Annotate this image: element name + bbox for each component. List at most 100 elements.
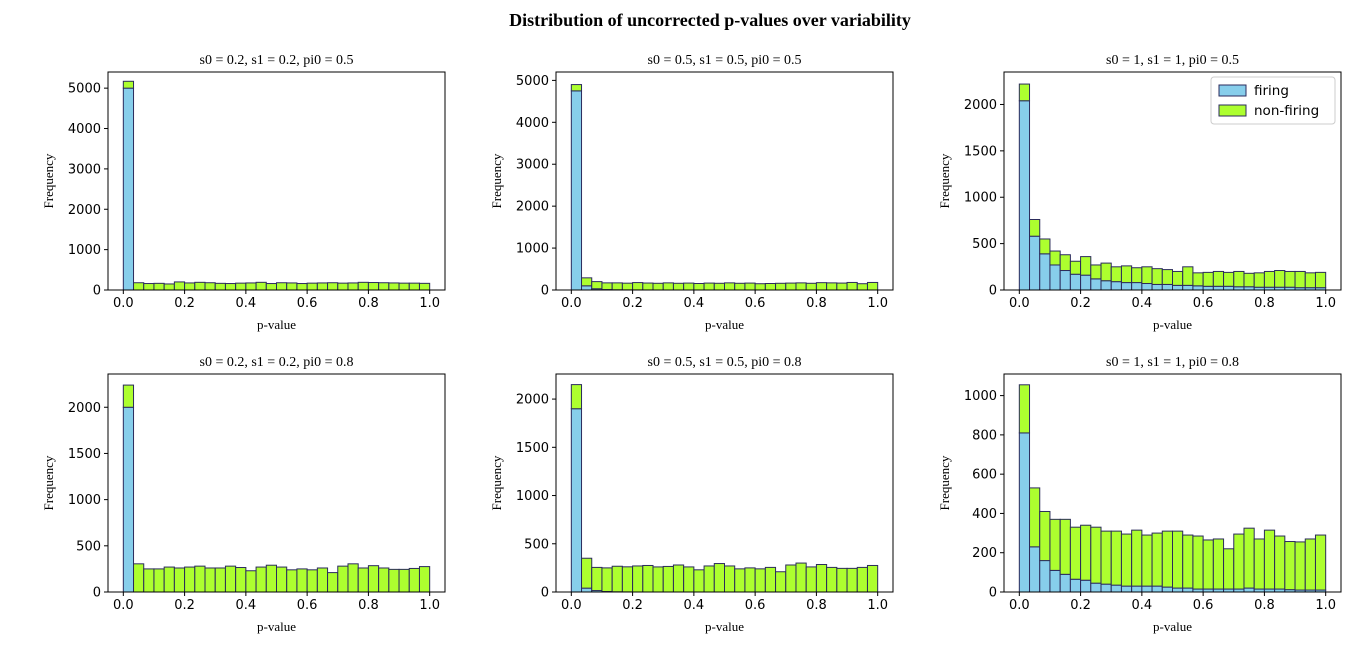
- y-tick-label: 1500: [68, 447, 101, 462]
- non-firing-bar: [1172, 530, 1184, 589]
- non-firing-bar: [214, 567, 226, 593]
- non-firing-bar: [1141, 534, 1153, 587]
- non-firing-bar: [204, 567, 216, 593]
- y-tick-label: 600: [972, 468, 997, 483]
- x-tick-label: 0.6: [297, 296, 318, 311]
- firing-bar: [1029, 235, 1041, 291]
- firing-bar: [1059, 270, 1071, 291]
- x-tick-label: 0.8: [358, 598, 379, 613]
- non-firing-bar: [581, 557, 593, 589]
- firing-bar: [1039, 253, 1051, 291]
- non-firing-bar: [744, 282, 756, 291]
- firing-bar: [1018, 100, 1031, 291]
- non-firing-bar: [367, 282, 380, 291]
- firing-bar: [1243, 587, 1255, 593]
- non-firing-bar: [286, 282, 298, 291]
- non-firing-bar: [652, 566, 664, 593]
- non-firing-bar: [378, 282, 390, 291]
- y-axis-label: Frequency: [937, 153, 952, 208]
- non-firing-bar: [1018, 83, 1031, 102]
- non-firing-bar: [795, 562, 807, 593]
- non-firing-bar: [1253, 538, 1265, 590]
- non-firing-bar: [1202, 271, 1214, 287]
- y-tick-label: 1500: [964, 144, 997, 159]
- y-tick-label: 2000: [516, 393, 549, 408]
- non-firing-bar: [713, 282, 726, 291]
- non-firing-bar: [713, 563, 726, 593]
- legend-swatch-non-firing: [1218, 104, 1247, 117]
- non-firing-bar: [601, 567, 613, 593]
- firing-bar: [1192, 285, 1204, 291]
- non-firing-bar: [581, 277, 593, 287]
- non-firing-bar: [1049, 518, 1061, 571]
- non-firing-bar: [775, 571, 787, 593]
- non-firing-bar: [611, 565, 623, 593]
- x-tick-label: 0.4: [684, 598, 705, 613]
- non-firing-bar: [703, 565, 715, 593]
- non-firing-bar: [764, 566, 777, 593]
- non-firing-bar: [1223, 548, 1235, 590]
- non-firing-bar: [1274, 270, 1286, 288]
- y-tick-label: 800: [972, 428, 997, 443]
- panel-title: s0 = 0.2, s1 = 0.2, pi0 = 0.5: [200, 53, 354, 68]
- x-tick-label: 0.8: [806, 296, 827, 311]
- non-firing-bar: [1018, 384, 1031, 434]
- non-firing-bar: [265, 564, 277, 593]
- firing-bar: [1202, 285, 1214, 291]
- firing-bar: [1223, 285, 1235, 291]
- non-firing-bar: [1090, 526, 1102, 584]
- non-firing-bar: [398, 568, 410, 593]
- non-firing-bar: [316, 282, 329, 291]
- non-firing-bar: [1059, 254, 1071, 272]
- firing-bar: [1131, 585, 1143, 593]
- non-firing-bar: [1151, 268, 1163, 285]
- non-firing-bar: [764, 283, 777, 291]
- x-tick-label: 1.0: [419, 598, 440, 613]
- non-firing-bar: [163, 283, 175, 291]
- non-firing-bar: [1080, 524, 1092, 581]
- chart-panel-4: s0 = 0.2, s1 = 0.2, pi0 = 0.8 0.0 0.2 0.4 0.…: [41, 355, 446, 634]
- non-firing-bar: [173, 281, 186, 291]
- non-firing-bar: [1141, 266, 1153, 285]
- firing-bar: [1182, 284, 1194, 291]
- non-firing-bar: [1029, 487, 1041, 548]
- non-firing-bar: [1131, 267, 1143, 284]
- legend-label-non-firing: non-firing: [1254, 103, 1319, 119]
- non-firing-bar: [662, 565, 674, 593]
- non-firing-bar: [775, 282, 787, 291]
- x-tick-label: 0.0: [561, 598, 582, 613]
- non-firing-bar: [255, 566, 267, 593]
- firing-bar: [1080, 274, 1092, 291]
- y-tick-label: 1000: [68, 243, 101, 258]
- non-firing-bar: [163, 566, 175, 593]
- non-firing-bar: [754, 283, 766, 291]
- y-tick-label: 5000: [68, 82, 101, 97]
- non-firing-bar: [734, 568, 746, 593]
- non-firing-bar: [347, 282, 359, 291]
- non-firing-bar: [122, 384, 135, 408]
- firing-bar: [1110, 584, 1122, 593]
- y-tick-label: 3000: [68, 162, 101, 177]
- firing-bar: [1018, 432, 1031, 593]
- non-firing-bar: [122, 80, 135, 89]
- non-firing-bar: [866, 281, 879, 291]
- non-firing-bar: [306, 569, 318, 593]
- non-firing-bar: [866, 564, 879, 593]
- non-firing-bar: [632, 565, 644, 593]
- non-firing-bar: [1294, 541, 1306, 591]
- non-firing-bar: [683, 566, 695, 593]
- non-firing-bar: [672, 282, 685, 291]
- y-tick-label: 0: [93, 586, 101, 601]
- non-firing-bar: [327, 282, 339, 291]
- non-firing-bar: [153, 282, 165, 291]
- firing-bar: [1141, 283, 1153, 291]
- x-tick-label: 0.4: [1132, 598, 1153, 613]
- x-tick-label: 1.0: [867, 598, 888, 613]
- x-tick-label: 1.0: [419, 296, 440, 311]
- firing-bar: [1120, 282, 1133, 291]
- non-firing-bar: [795, 282, 807, 291]
- non-firing-bar: [153, 568, 165, 593]
- firing-bar: [1059, 573, 1071, 593]
- non-firing-bar: [1039, 510, 1051, 562]
- non-firing-bar: [754, 568, 766, 593]
